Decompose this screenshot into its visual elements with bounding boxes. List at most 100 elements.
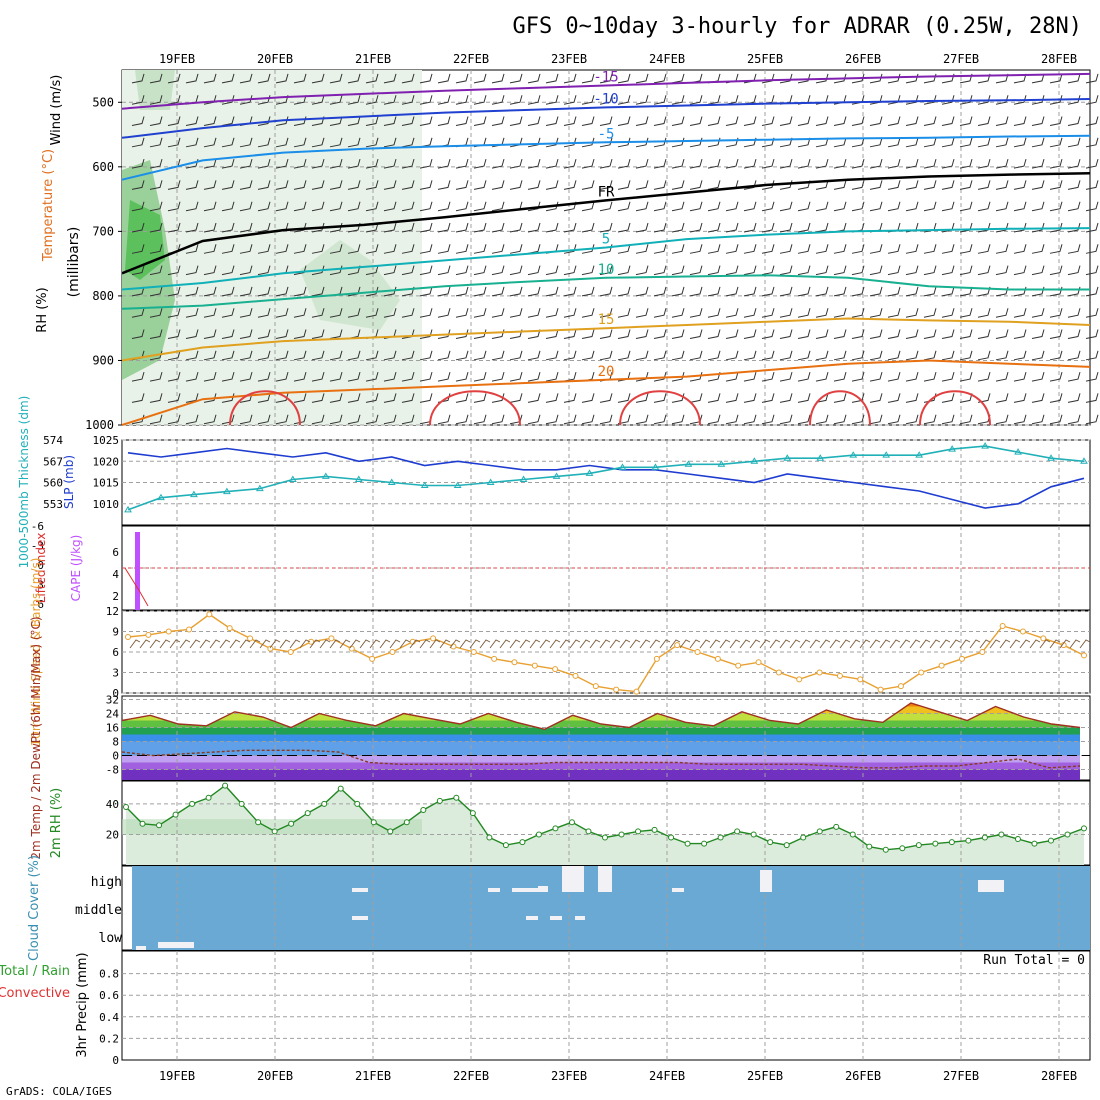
wind-barb (149, 137, 163, 148)
rh-point (651, 826, 658, 833)
wind-barb (509, 286, 523, 297)
wind-barb (635, 180, 649, 190)
wind-barb (689, 244, 703, 254)
wind-barb (617, 329, 631, 339)
wind-barb (1031, 158, 1045, 169)
thickness-point (981, 442, 989, 449)
wind-barb (743, 244, 757, 254)
wind-barb (131, 371, 145, 382)
surface-barb (699, 639, 711, 649)
cape-tick: 2 (112, 590, 119, 603)
rh-point (502, 842, 509, 849)
wind-barb (221, 371, 235, 382)
wind-barb (257, 308, 271, 318)
wind-barb (671, 180, 685, 190)
wind-barb (329, 116, 343, 126)
wind-barb (995, 95, 1009, 105)
rh-point (288, 820, 295, 827)
wind-barb (617, 222, 631, 233)
wind-tick: 0 (112, 687, 119, 700)
wind-barb (509, 371, 523, 382)
wind-barb (923, 73, 937, 84)
wind-barb (1049, 329, 1063, 339)
wind-barb (905, 329, 919, 339)
wind-barb (761, 308, 775, 318)
surface-barb (749, 639, 761, 649)
wind-barb (455, 244, 469, 254)
wind-barb (725, 244, 739, 254)
wind-barb (527, 371, 541, 382)
wind-barb (599, 137, 613, 148)
surface-barb (509, 639, 521, 649)
wind-barb (941, 329, 955, 339)
wind-barb (689, 308, 703, 318)
wind-speed-point (816, 669, 823, 676)
wind-barb (509, 158, 523, 169)
wind-barb (1067, 116, 1081, 126)
rh-point (932, 840, 939, 847)
wind-barb (959, 414, 973, 425)
wind-speed-point (348, 645, 355, 652)
wind-speed-point (572, 672, 579, 679)
ylabel-wind10m: 10m Wind Speed & Barbs (m/s) (29, 558, 43, 747)
wind-barb (725, 116, 739, 126)
precip-tick: 0 (112, 1054, 119, 1067)
precip-tick: 0.8 (99, 968, 119, 981)
wind-barb (221, 180, 235, 190)
date-label-bottom: 28FEB (1041, 1069, 1077, 1083)
thickness-point (849, 451, 858, 458)
cloud-block (550, 916, 562, 920)
wind-barb (329, 393, 343, 403)
date-label-bottom: 25FEB (747, 1069, 783, 1083)
wind-barb (977, 371, 991, 382)
rh-tick: 20 (106, 828, 119, 841)
wind-barb (131, 201, 145, 212)
wind-barb (239, 414, 253, 425)
rh-point (948, 839, 955, 846)
wind-barb (653, 180, 667, 190)
wind-barb (761, 201, 775, 212)
wind-barb (1031, 180, 1045, 190)
wind-barb (221, 286, 235, 297)
wind-barb (1031, 329, 1045, 339)
wind-barb (239, 222, 253, 233)
wind-barb (707, 244, 721, 254)
thickness-point (453, 481, 462, 489)
wind-barb (185, 308, 199, 318)
wind-barb (689, 116, 703, 126)
wind-barb (527, 73, 541, 84)
surface-barb (669, 639, 681, 649)
wind-barb (581, 329, 595, 339)
wind-barb (455, 116, 469, 126)
wind-barb (581, 244, 595, 254)
wind-barb (221, 95, 235, 105)
wind-barb (437, 116, 451, 126)
wind-barb (869, 73, 883, 84)
contour--10 (121, 98, 1091, 139)
wind-barb (671, 201, 685, 212)
wind-barb (779, 222, 793, 233)
wind-barb (437, 244, 451, 254)
surface-barb (1009, 639, 1021, 649)
wind-barb (617, 308, 631, 318)
surface-barb (859, 639, 871, 649)
wind-barb (599, 222, 613, 233)
wind-barb (1031, 95, 1045, 105)
wind-barb (923, 414, 937, 425)
wind-barb (419, 95, 433, 105)
wind-barb (923, 371, 937, 382)
wind-barb (959, 286, 973, 297)
rh-point (123, 803, 129, 810)
rh-point (915, 842, 922, 849)
wind-barb (455, 414, 469, 425)
wind-barb (203, 180, 217, 190)
wind-barb (1013, 414, 1027, 425)
wind-barb (509, 180, 523, 190)
surface-barb (579, 639, 591, 649)
cloud-level-high: high (91, 875, 122, 890)
surface-barb (359, 639, 371, 649)
wind-barb (689, 286, 703, 297)
surface-barb (809, 639, 821, 649)
wind-barb (473, 222, 487, 233)
wind-barb (653, 393, 667, 403)
